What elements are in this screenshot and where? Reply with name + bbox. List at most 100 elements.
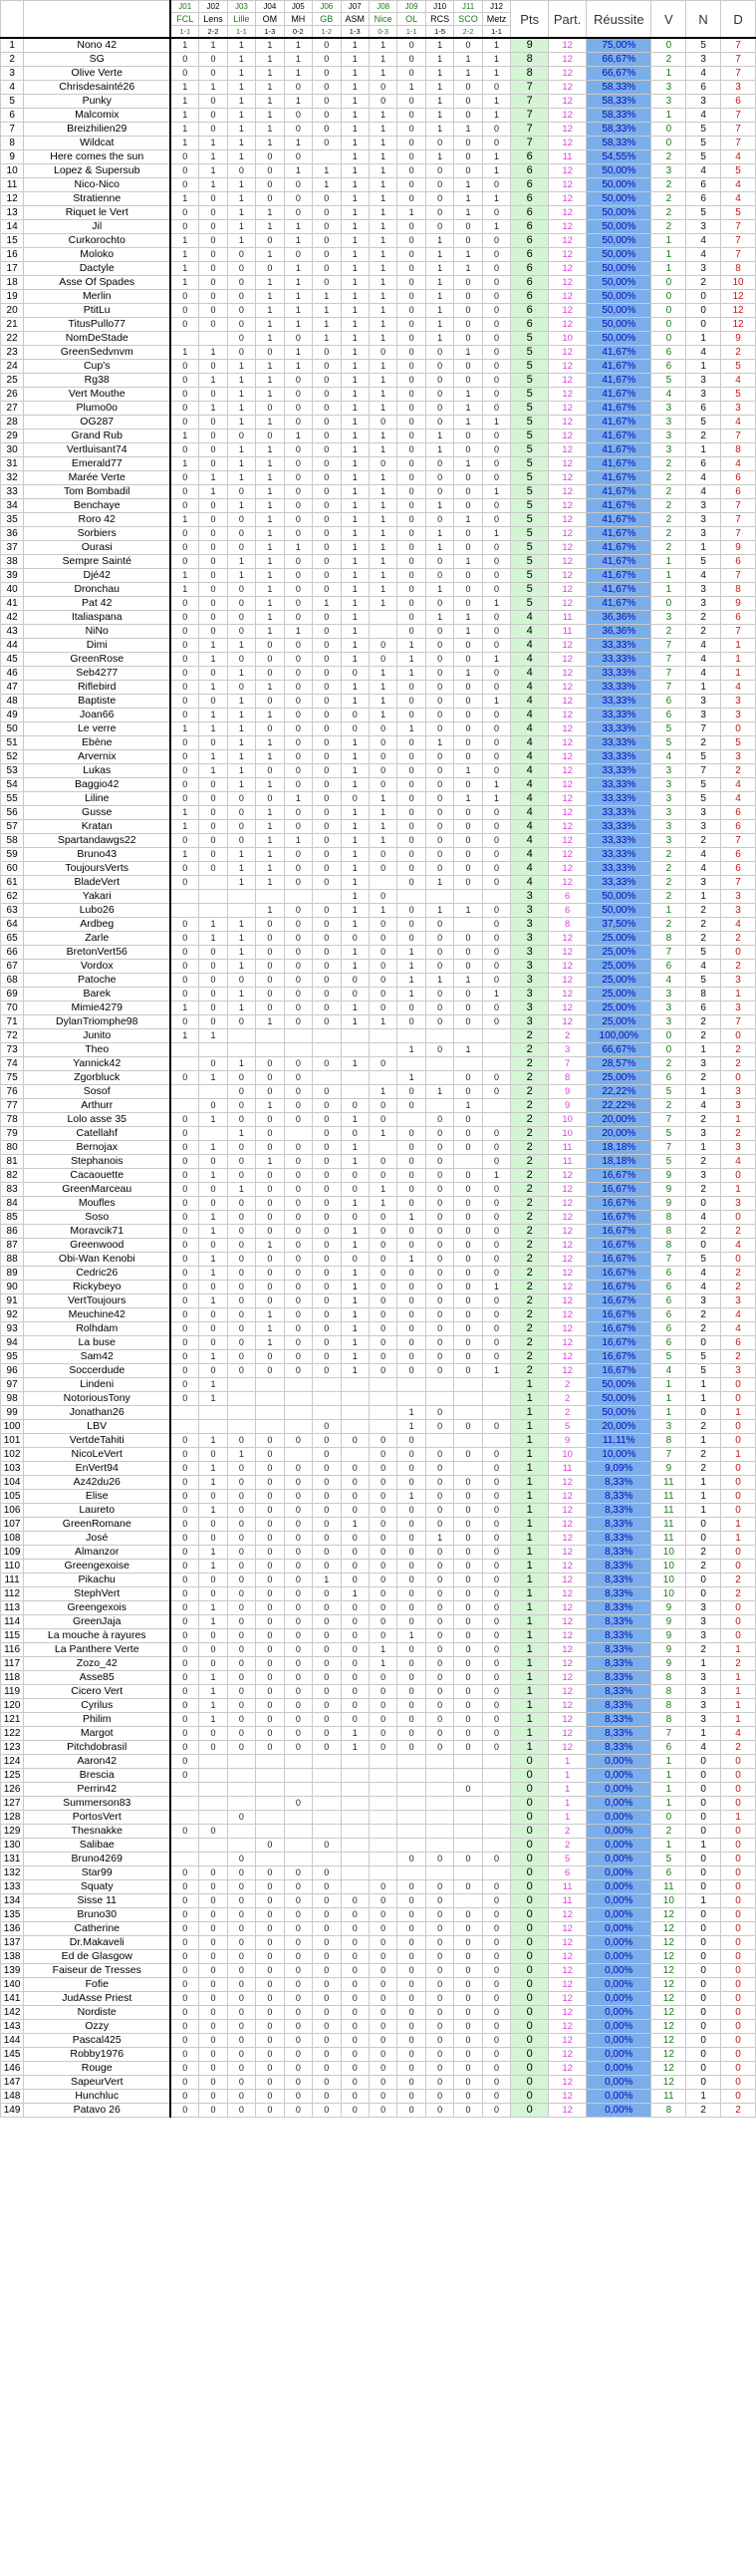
row-draws: 5 <box>685 414 722 429</box>
row-rank: 134 <box>0 1892 25 1908</box>
row-matchday-result-J06: 0 <box>312 958 342 974</box>
row-reussite: 0,00% <box>586 1934 652 1950</box>
row-matchday-result-J02: 0 <box>198 846 228 862</box>
row-rank: 70 <box>0 1000 25 1015</box>
row-rank: 112 <box>0 1585 25 1601</box>
row-reussite: 41,67% <box>586 469 652 485</box>
row-victories: 5 <box>650 720 687 736</box>
row-matchday-result-J02: 0 <box>198 1641 228 1657</box>
row-matchday-result-J09 <box>396 1795 426 1811</box>
row-matchday-result-J05: 1 <box>283 65 314 81</box>
row-draws: 3 <box>685 1125 722 1141</box>
row-points: 2 <box>510 1306 550 1322</box>
row-matchday-result-J10: 0 <box>424 846 455 862</box>
row-matchday-result-J05: 0 <box>283 1725 314 1741</box>
row-matchday-result-J01: 0 <box>169 1683 200 1699</box>
row-matchday-result-J12: 0 <box>481 2004 512 2020</box>
row-draws: 1 <box>685 679 722 695</box>
table-row: 67 Vordox 0 0 1 0 0 0 1 0 1 0 0 0 3 12 25,00% 6 4 2 <box>0 958 756 974</box>
row-rank: 82 <box>0 1167 25 1183</box>
table-row: 57 Kratan 1 0 0 1 0 0 1 1 0 0 0 0 4 12 33,33% 3 3 6 <box>0 818 756 834</box>
row-player-name: Greengexoise <box>23 1558 172 1574</box>
row-rank: 64 <box>0 916 25 932</box>
table-row: 5 Punky 1 0 1 1 1 0 1 0 0 1 0 1 7 12 58,33% 3 3 6 <box>0 93 756 109</box>
row-player-name: Arthurr <box>23 1097 172 1113</box>
row-defeats: 0 <box>720 1753 756 1769</box>
row-matchday-result-J03: 1 <box>226 1125 257 1141</box>
row-matchday-result-J11: 0 <box>453 748 483 764</box>
row-rank: 110 <box>0 1558 25 1574</box>
row-matchday-result-J02: 0 <box>198 595 228 611</box>
row-reussite: 8,33% <box>586 1530 652 1546</box>
row-matchday-result-J06: 0 <box>312 372 342 388</box>
table-row: 27 Plumo0o 0 1 1 0 0 0 1 1 0 0 1 0 5 12 41,67% 3 6 3 <box>0 400 756 416</box>
row-participations: 9 <box>548 1083 588 1099</box>
row-rank: 106 <box>0 1502 25 1518</box>
row-matchday-result-J07: 1 <box>340 135 370 150</box>
row-matchday-result-J04: 0 <box>255 148 285 164</box>
row-matchday-result-J11: 0 <box>453 734 483 750</box>
row-victories: 3 <box>650 818 687 834</box>
header-matchday-code-J04: J04 <box>255 0 285 13</box>
header-matchday-code-J05: J05 <box>283 0 314 13</box>
row-participations: 11 <box>548 623 588 639</box>
row-victories: 6 <box>650 358 687 374</box>
row-matchday-result-J10: 1 <box>424 148 455 164</box>
row-matchday-result-J06: 0 <box>312 1683 342 1699</box>
row-matchday-result-J10: 0 <box>424 2102 455 2118</box>
row-matchday-result-J12: 0 <box>481 1418 512 1434</box>
row-matchday-result-J03 <box>226 902 257 918</box>
row-matchday-result-J11: 1 <box>453 609 483 625</box>
row-matchday-result-J10 <box>424 1795 455 1811</box>
row-matchday-result-J03: 0 <box>226 2102 257 2118</box>
row-matchday-result-J06: 0 <box>312 902 342 918</box>
row-player-name: GreenSedvnvm <box>23 344 172 360</box>
row-matchday-result-J10: 0 <box>424 818 455 834</box>
row-matchday-result-J02: 0 <box>198 51 228 67</box>
row-matchday-result-J10: 1 <box>424 121 455 137</box>
table-row: 52 Arvernix 0 1 1 1 0 0 1 0 0 0 0 0 4 12 33,33% 4 5 3 <box>0 748 756 764</box>
row-matchday-result-J08: 0 <box>368 1279 398 1294</box>
row-reussite: 8,33% <box>586 1683 652 1699</box>
row-victories: 6 <box>650 693 687 709</box>
row-matchday-result-J09: 0 <box>396 330 426 346</box>
row-matchday-result-J11: 1 <box>453 665 483 681</box>
table-row: 34 Benchaye 0 0 1 1 0 0 1 1 0 1 0 0 5 12 41,67% 2 3 7 <box>0 497 756 513</box>
row-reussite: 33,33% <box>586 790 652 806</box>
row-matchday-result-J04: 1 <box>255 609 285 625</box>
row-matchday-result-J10: 0 <box>424 1585 455 1601</box>
row-points: 1 <box>510 1613 550 1629</box>
row-matchday-result-J07: 1 <box>340 1237 370 1253</box>
row-matchday-result-J08 <box>368 1069 398 1085</box>
row-participations: 12 <box>548 1000 588 1015</box>
row-matchday-result-J10: 0 <box>424 1655 455 1671</box>
row-matchday-result-J04: 1 <box>255 358 285 374</box>
header-score-J12: 1-1 <box>481 25 512 39</box>
row-draws: 2 <box>685 274 722 290</box>
row-matchday-result-J07: 1 <box>340 1348 370 1364</box>
row-matchday-result-J05: 0 <box>283 121 314 137</box>
row-victories: 1 <box>650 107 687 123</box>
row-reussite: 16,67% <box>586 1195 652 1211</box>
row-matchday-result-J01: 0 <box>169 832 200 848</box>
row-draws: 4 <box>685 344 722 360</box>
row-victories: 1 <box>650 1390 687 1406</box>
row-points: 0 <box>510 1837 550 1853</box>
row-matchday-result-J09: 0 <box>396 595 426 611</box>
row-reussite: 0,00% <box>586 1864 652 1880</box>
row-matchday-result-J07: 1 <box>340 232 370 248</box>
row-matchday-result-J09: 0 <box>396 1599 426 1615</box>
row-draws: 0 <box>685 2018 722 2034</box>
row-participations: 12 <box>548 1488 588 1504</box>
row-matchday-result-J10: 0 <box>424 1669 455 1685</box>
row-player-name: Emerald77 <box>23 455 172 471</box>
row-matchday-result-J06 <box>312 1851 342 1866</box>
table-row: 87 Greenwood 0 0 0 1 0 0 1 0 0 0 0 0 2 12 16,67% 8 0 4 <box>0 1237 756 1253</box>
row-matchday-result-J04: 0 <box>255 400 285 416</box>
row-matchday-result-J10: 0 <box>424 1948 455 1964</box>
row-draws: 1 <box>685 358 722 374</box>
row-matchday-result-J05: 0 <box>283 916 314 932</box>
row-matchday-result-J10: 0 <box>424 414 455 429</box>
row-matchday-result-J07: 0 <box>340 1209 370 1225</box>
row-matchday-result-J03: 0 <box>226 1906 257 1922</box>
